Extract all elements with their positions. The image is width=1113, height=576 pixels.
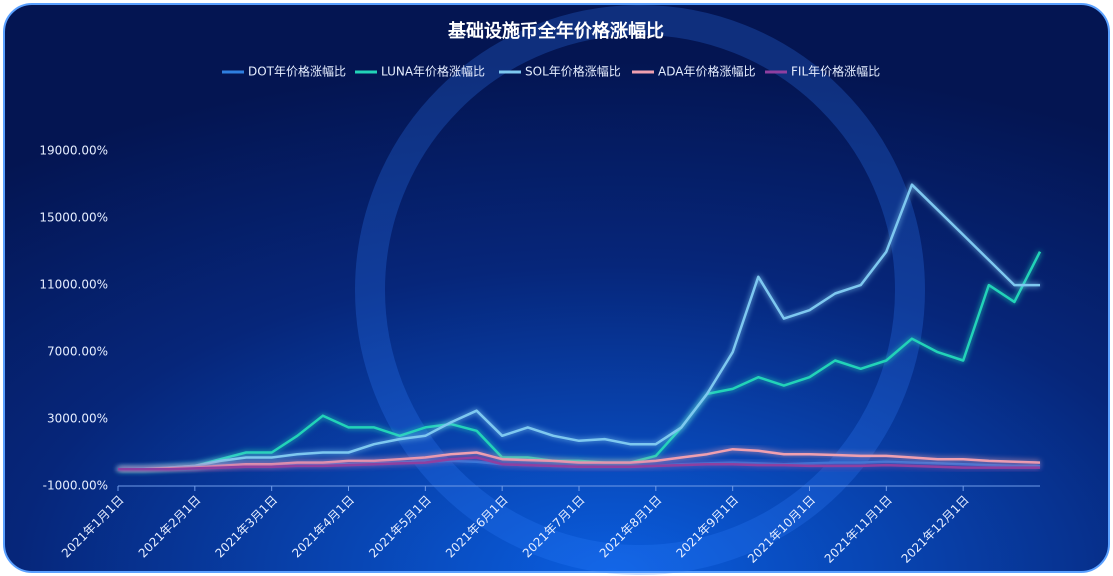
legend-item[interactable]: DOT年价格涨幅比 [222, 64, 346, 79]
y-tick-label: 15000.00% [39, 211, 108, 225]
legend: DOT年价格涨幅比 LUNA年价格涨幅比 SOL年价格涨幅比 ADA年价格涨幅比 FIL… [222, 64, 880, 79]
legend-label: SOL年价格涨幅比 [525, 64, 621, 79]
y-tick-label: 11000.00% [39, 278, 108, 292]
legend-item[interactable]: LUNA年价格涨幅比 [355, 64, 485, 79]
legend-label: LUNA年价格涨幅比 [381, 64, 485, 79]
background [3, 3, 1110, 573]
y-tick-label: 19000.00% [39, 144, 108, 158]
chart-title: 基础设施币全年价格涨幅比 [447, 20, 664, 42]
globe-decoration [355, 5, 925, 575]
y-tick-label: -1000.00% [43, 479, 108, 493]
y-tick-label: 7000.00% [47, 345, 108, 359]
legend-item[interactable]: ADA年价格涨幅比 [632, 64, 755, 79]
legend-item[interactable]: FIL年价格涨幅比 [765, 64, 880, 79]
legend-label: FIL年价格涨幅比 [791, 64, 880, 79]
series-line [118, 447, 1041, 471]
series-line [118, 456, 1040, 471]
series-line [118, 183, 1040, 471]
legend-label: ADA年价格涨幅比 [658, 64, 755, 79]
y-tick-label: 3000.00% [47, 412, 108, 426]
legend-label: DOT年价格涨幅比 [248, 64, 346, 79]
legend-item[interactable]: SOL年价格涨幅比 [499, 64, 621, 79]
series-line [118, 251, 1042, 471]
